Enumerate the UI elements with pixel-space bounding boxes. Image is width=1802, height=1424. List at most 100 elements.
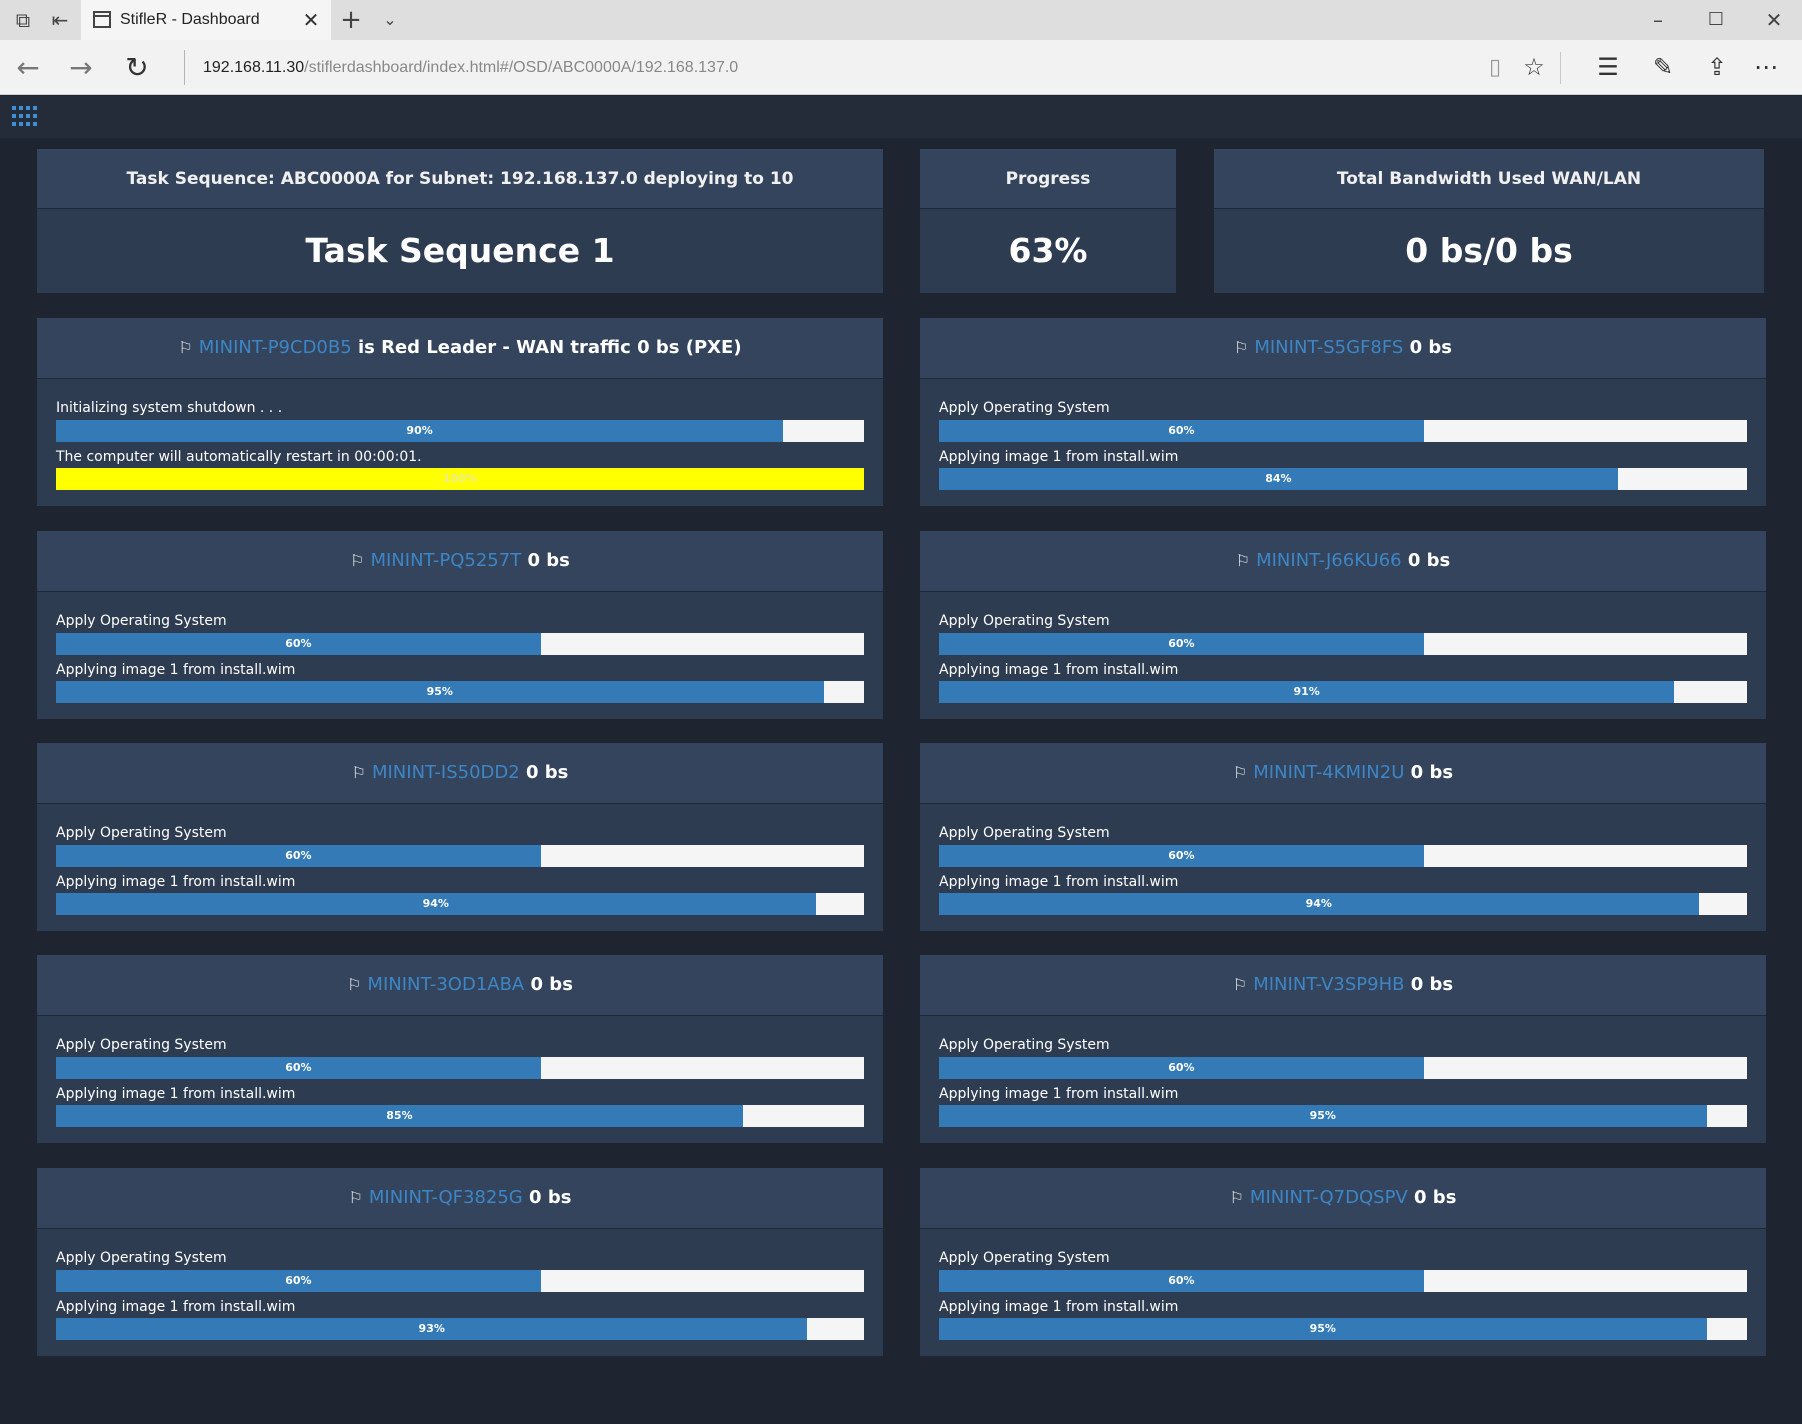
minimize-icon[interactable]: – xyxy=(1653,8,1663,32)
step-progress-fill: 90% xyxy=(56,420,784,442)
substep-progress-fill: 94% xyxy=(939,893,1699,915)
substep-progress-fill: 93% xyxy=(56,1318,808,1340)
machine-panel: ⚐ MININT-4KMIN2U 0 bs Apply Operating Syst… xyxy=(920,743,1766,931)
machine-name-link[interactable]: MININT-V3SP9HB xyxy=(1253,974,1405,995)
machine-panel-header: ⚐ MININT-V3SP9HB 0 bs xyxy=(920,955,1766,1016)
close-tab-icon[interactable]: ✕ xyxy=(302,8,320,32)
machine-traffic-status: 0 bs xyxy=(519,762,569,783)
bandwidth-value: 0 bs/0 bs xyxy=(1405,231,1573,270)
tab-title: StifleR - Dashboard xyxy=(120,11,260,28)
step-label: Apply Operating System xyxy=(56,1037,227,1053)
machine-name-link[interactable]: MININT-J66KU66 xyxy=(1256,550,1402,571)
computer-icon: ⚐ xyxy=(1235,551,1251,570)
page-icon xyxy=(93,11,111,28)
web-note-pen-icon[interactable]: ✎ xyxy=(1652,53,1674,81)
machine-name-link[interactable]: MININT-4KMIN2U xyxy=(1253,762,1405,783)
set-aside-tabs-icon[interactable]: ⇤ xyxy=(51,8,69,32)
reading-view-icon[interactable]: ▯ xyxy=(1488,55,1502,80)
step-progress-bar: 60% xyxy=(56,845,864,867)
machine-panel: ⚐ MININT-QF3825G 0 bs Apply Operating Syst… xyxy=(37,1168,883,1356)
progress-header: Progress xyxy=(920,149,1176,209)
machine-name-link[interactable]: MININT-S5GF8FS xyxy=(1254,337,1404,358)
tab-preview-chevron-down-icon[interactable]: ⌄ xyxy=(383,10,397,29)
apps-grid-icon[interactable] xyxy=(12,106,38,130)
substep-progress-fill: 94% xyxy=(56,893,816,915)
machine-traffic-status: 0 bs xyxy=(522,1187,572,1208)
step-progress-fill: 60% xyxy=(939,1270,1424,1292)
step-label: Apply Operating System xyxy=(939,1250,1110,1266)
computer-icon: ⚐ xyxy=(1233,338,1249,357)
substep-label: Applying image 1 from install.wim xyxy=(56,1299,296,1315)
step-progress-bar: 60% xyxy=(939,420,1747,442)
substep-progress-fill: 95% xyxy=(939,1318,1707,1340)
progress-value: 63% xyxy=(1008,231,1088,270)
share-icon[interactable]: ⇪ xyxy=(1706,53,1728,81)
step-progress-bar: 60% xyxy=(56,1270,864,1292)
step-label: Initializing system shutdown . . . xyxy=(56,400,283,416)
machine-panel-body: Apply Operating System 60% Applying image … xyxy=(920,379,1766,506)
substep-progress-bar: 93% xyxy=(56,1318,864,1340)
machine-panel-body: Apply Operating System 60% Applying image … xyxy=(37,592,883,719)
step-label: Apply Operating System xyxy=(939,1037,1110,1053)
machine-panel: ⚐ MININT-J66KU66 0 bs Apply Operating Syst… xyxy=(920,531,1766,719)
step-label: Apply Operating System xyxy=(56,613,227,629)
machine-panel-header: ⚐ MININT-3OD1ABA 0 bs xyxy=(37,955,883,1016)
machine-traffic-status: 0 bs xyxy=(1404,974,1454,995)
substep-label: Applying image 1 from install.wim xyxy=(56,874,296,890)
machine-traffic-status: 0 bs xyxy=(1403,337,1452,358)
refresh-icon[interactable]: ↻ xyxy=(125,51,149,84)
step-label: Apply Operating System xyxy=(939,613,1110,629)
step-progress-bar: 60% xyxy=(939,1270,1747,1292)
task-sequence-header: Task Sequence: ABC0000A for Subnet: 192.… xyxy=(37,149,883,209)
machine-panel: ⚐ MININT-S5GF8FS 0 bs Apply Operating Syst… xyxy=(920,318,1766,506)
substep-progress-fill: 95% xyxy=(56,681,824,703)
substep-progress-fill: 95% xyxy=(939,1105,1707,1127)
substep-progress-bar: 91% xyxy=(939,681,1747,703)
machine-name-link[interactable]: MININT-Q7DQSPV xyxy=(1249,1187,1408,1208)
substep-progress-bar: 94% xyxy=(939,893,1747,915)
machine-panel: ⚐ MININT-IS50DD2 0 bs Apply Operating Syst… xyxy=(37,743,883,931)
machine-panel-body: Apply Operating System 60% Applying image … xyxy=(37,804,883,931)
machine-panel-body: Apply Operating System 60% Applying image … xyxy=(37,1016,883,1143)
machine-panel-header: ⚐ MININT-IS50DD2 0 bs xyxy=(37,743,883,804)
bandwidth-header: Total Bandwidth Used WAN/LAN xyxy=(1214,149,1764,209)
step-progress-bar: 60% xyxy=(939,1057,1747,1079)
machine-name-link[interactable]: MININT-IS50DD2 xyxy=(371,762,520,783)
browser-tab[interactable]: StifleR - Dashboard ✕ xyxy=(81,0,331,40)
machine-panel: ⚐ MININT-P9CD0B5 is Red Leader - WAN traf… xyxy=(37,318,883,506)
step-progress-fill: 60% xyxy=(939,633,1424,655)
browser-tab-bar: ⧉ ⇤ StifleR - Dashboard ✕ + ⌄ – ☐ ✕ xyxy=(0,0,1802,40)
substep-label: Applying image 1 from install.wim xyxy=(939,1086,1179,1102)
close-window-icon[interactable]: ✕ xyxy=(1765,8,1783,32)
tab-manager-icon[interactable]: ⧉ xyxy=(15,8,31,32)
hub-icon[interactable]: ☰ xyxy=(1597,53,1619,81)
substep-progress-bar: 84% xyxy=(939,468,1747,490)
machine-name-link[interactable]: MININT-QF3825G xyxy=(368,1187,523,1208)
machine-panel-header: ⚐ MININT-J66KU66 0 bs xyxy=(920,531,1766,592)
new-tab-icon[interactable]: + xyxy=(340,5,362,35)
back-icon[interactable]: ← xyxy=(16,51,40,84)
machine-name-link[interactable]: MININT-3OD1ABA xyxy=(367,974,525,995)
step-progress-fill: 60% xyxy=(56,1057,541,1079)
computer-icon: ⚐ xyxy=(351,763,366,782)
url-field[interactable]: 192.168.11.30/stiflerdashboard/index.htm… xyxy=(203,40,738,95)
maximize-icon[interactable]: ☐ xyxy=(1707,9,1725,30)
app-topbar xyxy=(0,96,1802,138)
machine-panel-body: Initializing system shutdown . . . 90% The… xyxy=(37,379,883,506)
computer-icon: ⚐ xyxy=(350,551,365,570)
computer-icon: ⚐ xyxy=(1232,975,1248,994)
substep-progress-fill: 100% xyxy=(56,468,864,490)
step-progress-bar: 90% xyxy=(56,420,864,442)
step-progress-fill: 60% xyxy=(56,633,541,655)
step-label: Apply Operating System xyxy=(939,825,1110,841)
machine-name-link[interactable]: MININT-PQ5257T xyxy=(370,550,522,571)
favorite-star-icon[interactable]: ☆ xyxy=(1523,53,1545,81)
substep-label: Applying image 1 from install.wim xyxy=(56,1086,296,1102)
more-icon[interactable]: ⋯ xyxy=(1754,53,1778,81)
machine-traffic-status: is Red Leader - WAN traffic 0 bs (PXE) xyxy=(351,337,742,358)
forward-icon[interactable]: → xyxy=(69,51,93,84)
machine-name-link[interactable]: MININT-P9CD0B5 xyxy=(198,337,352,358)
url-host: 192.168.11.30 xyxy=(203,59,305,76)
progress-tile: Progress 63% xyxy=(920,149,1176,293)
task-sequence-tile: Task Sequence: ABC0000A for Subnet: 192.… xyxy=(37,149,883,293)
